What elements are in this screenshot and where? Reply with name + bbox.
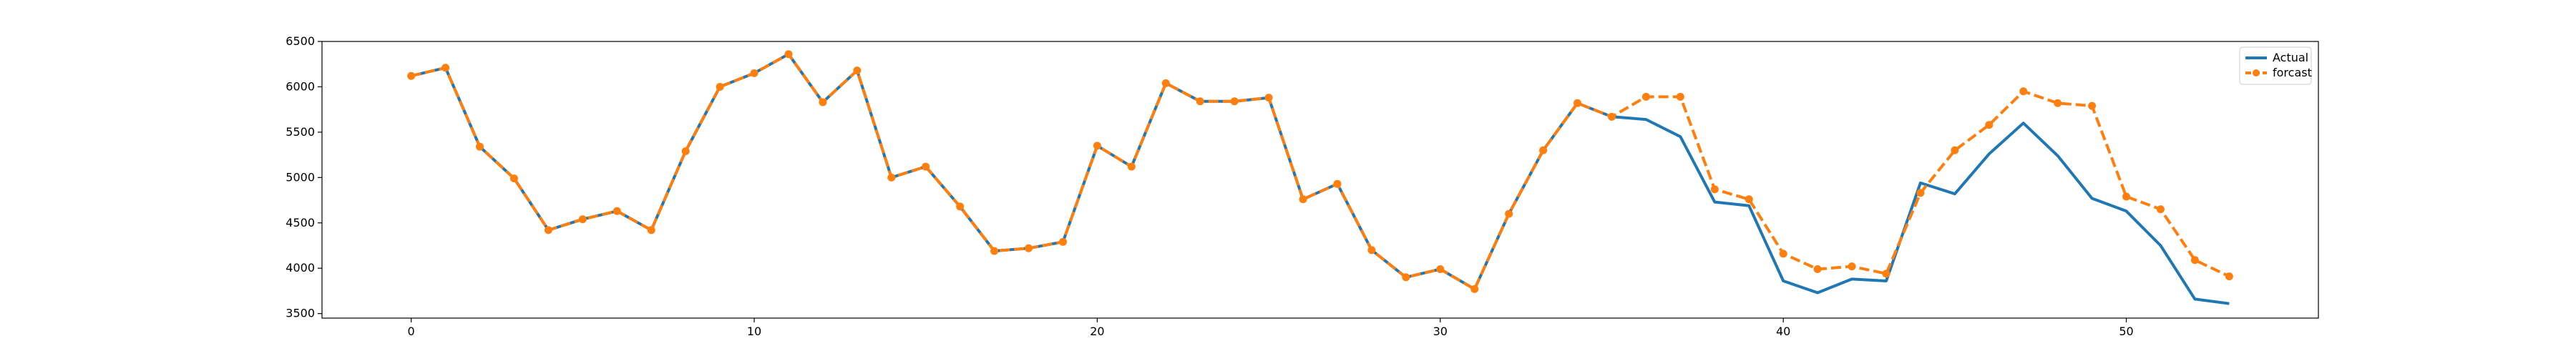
- data-point: [956, 202, 965, 211]
- series-layer: [407, 50, 2233, 305]
- data-point: [2088, 102, 2097, 110]
- x-tick-label: 30: [1433, 325, 1448, 338]
- data-point: [1539, 146, 1548, 154]
- y-tick-label: 6000: [286, 79, 315, 93]
- data-point: [887, 173, 896, 182]
- data-point: [647, 226, 655, 234]
- data-point: [1025, 244, 1033, 252]
- x-tick-label: 50: [2119, 325, 2133, 338]
- y-tick-label: 4500: [286, 216, 315, 229]
- data-point: [1574, 99, 1582, 107]
- data-point: [1676, 92, 1684, 101]
- data-point: [784, 50, 793, 59]
- series-1: [407, 50, 2233, 293]
- x-tick-label: 40: [1776, 325, 1790, 338]
- legend-label: Actual: [2273, 51, 2308, 64]
- data-point: [1367, 246, 1376, 254]
- data-point: [578, 215, 587, 224]
- data-point: [1093, 142, 1101, 150]
- plot-frame: [321, 41, 2319, 319]
- data-point: [990, 247, 999, 255]
- data-point: [922, 162, 930, 171]
- data-point: [1470, 285, 1479, 293]
- x-tick-label: 20: [1090, 325, 1104, 338]
- series-0: [411, 52, 2230, 305]
- data-point: [1779, 249, 1787, 258]
- data-point: [681, 147, 690, 156]
- data-point: [1505, 209, 1513, 218]
- y-tick-label: 4000: [286, 261, 315, 275]
- data-point: [2054, 99, 2062, 107]
- data-point: [750, 69, 758, 77]
- data-point: [1299, 195, 1307, 204]
- x-tick-label: 10: [747, 325, 761, 338]
- data-point: [1882, 269, 1890, 278]
- data-point: [2156, 205, 2165, 214]
- legend-label: forcast: [2273, 66, 2312, 79]
- y-tick-label: 5000: [286, 170, 315, 184]
- data-point: [819, 98, 827, 107]
- data-point: [1710, 185, 1719, 194]
- x-tick-label: 0: [408, 325, 415, 338]
- y-tick-label: 3500: [286, 307, 315, 320]
- data-point: [1127, 162, 1136, 171]
- data-point: [716, 82, 724, 91]
- data-point: [1745, 195, 1753, 204]
- data-point: [1607, 112, 1616, 121]
- data-point: [2225, 272, 2233, 281]
- data-point: [2122, 192, 2131, 201]
- data-point: [853, 66, 862, 75]
- data-point: [2019, 87, 2028, 96]
- data-point: [544, 226, 552, 234]
- legend-marker: [2253, 69, 2260, 76]
- data-point: [1641, 92, 1650, 101]
- data-point: [1436, 264, 1445, 273]
- data-point: [1264, 94, 1273, 102]
- data-point: [1951, 146, 1959, 154]
- series-line-0: [411, 52, 2230, 305]
- data-point: [1333, 179, 1342, 188]
- data-point: [407, 71, 416, 80]
- y-tick-label: 6500: [286, 34, 315, 48]
- axis-ticks: 0 10 20 30 40 50 3500 4000 4500 5000 5500 6000 6500: [286, 34, 2133, 338]
- series-line-1: [411, 52, 2230, 291]
- data-point: [1196, 97, 1204, 106]
- data-point: [1058, 237, 1067, 246]
- y-tick-label: 5500: [286, 125, 315, 139]
- data-point: [509, 174, 518, 183]
- data-point: [2190, 256, 2199, 264]
- data-point: [1848, 262, 1856, 271]
- data-point: [1916, 189, 1925, 197]
- data-point: [1230, 97, 1239, 106]
- data-point: [1402, 273, 1410, 282]
- data-point: [1161, 79, 1170, 87]
- data-point: [1985, 121, 1994, 129]
- data-point: [613, 207, 621, 215]
- legend: Actual forcast: [2239, 46, 2312, 85]
- data-point: [1813, 264, 1822, 273]
- data-point: [476, 142, 484, 151]
- data-point: [441, 64, 450, 72]
